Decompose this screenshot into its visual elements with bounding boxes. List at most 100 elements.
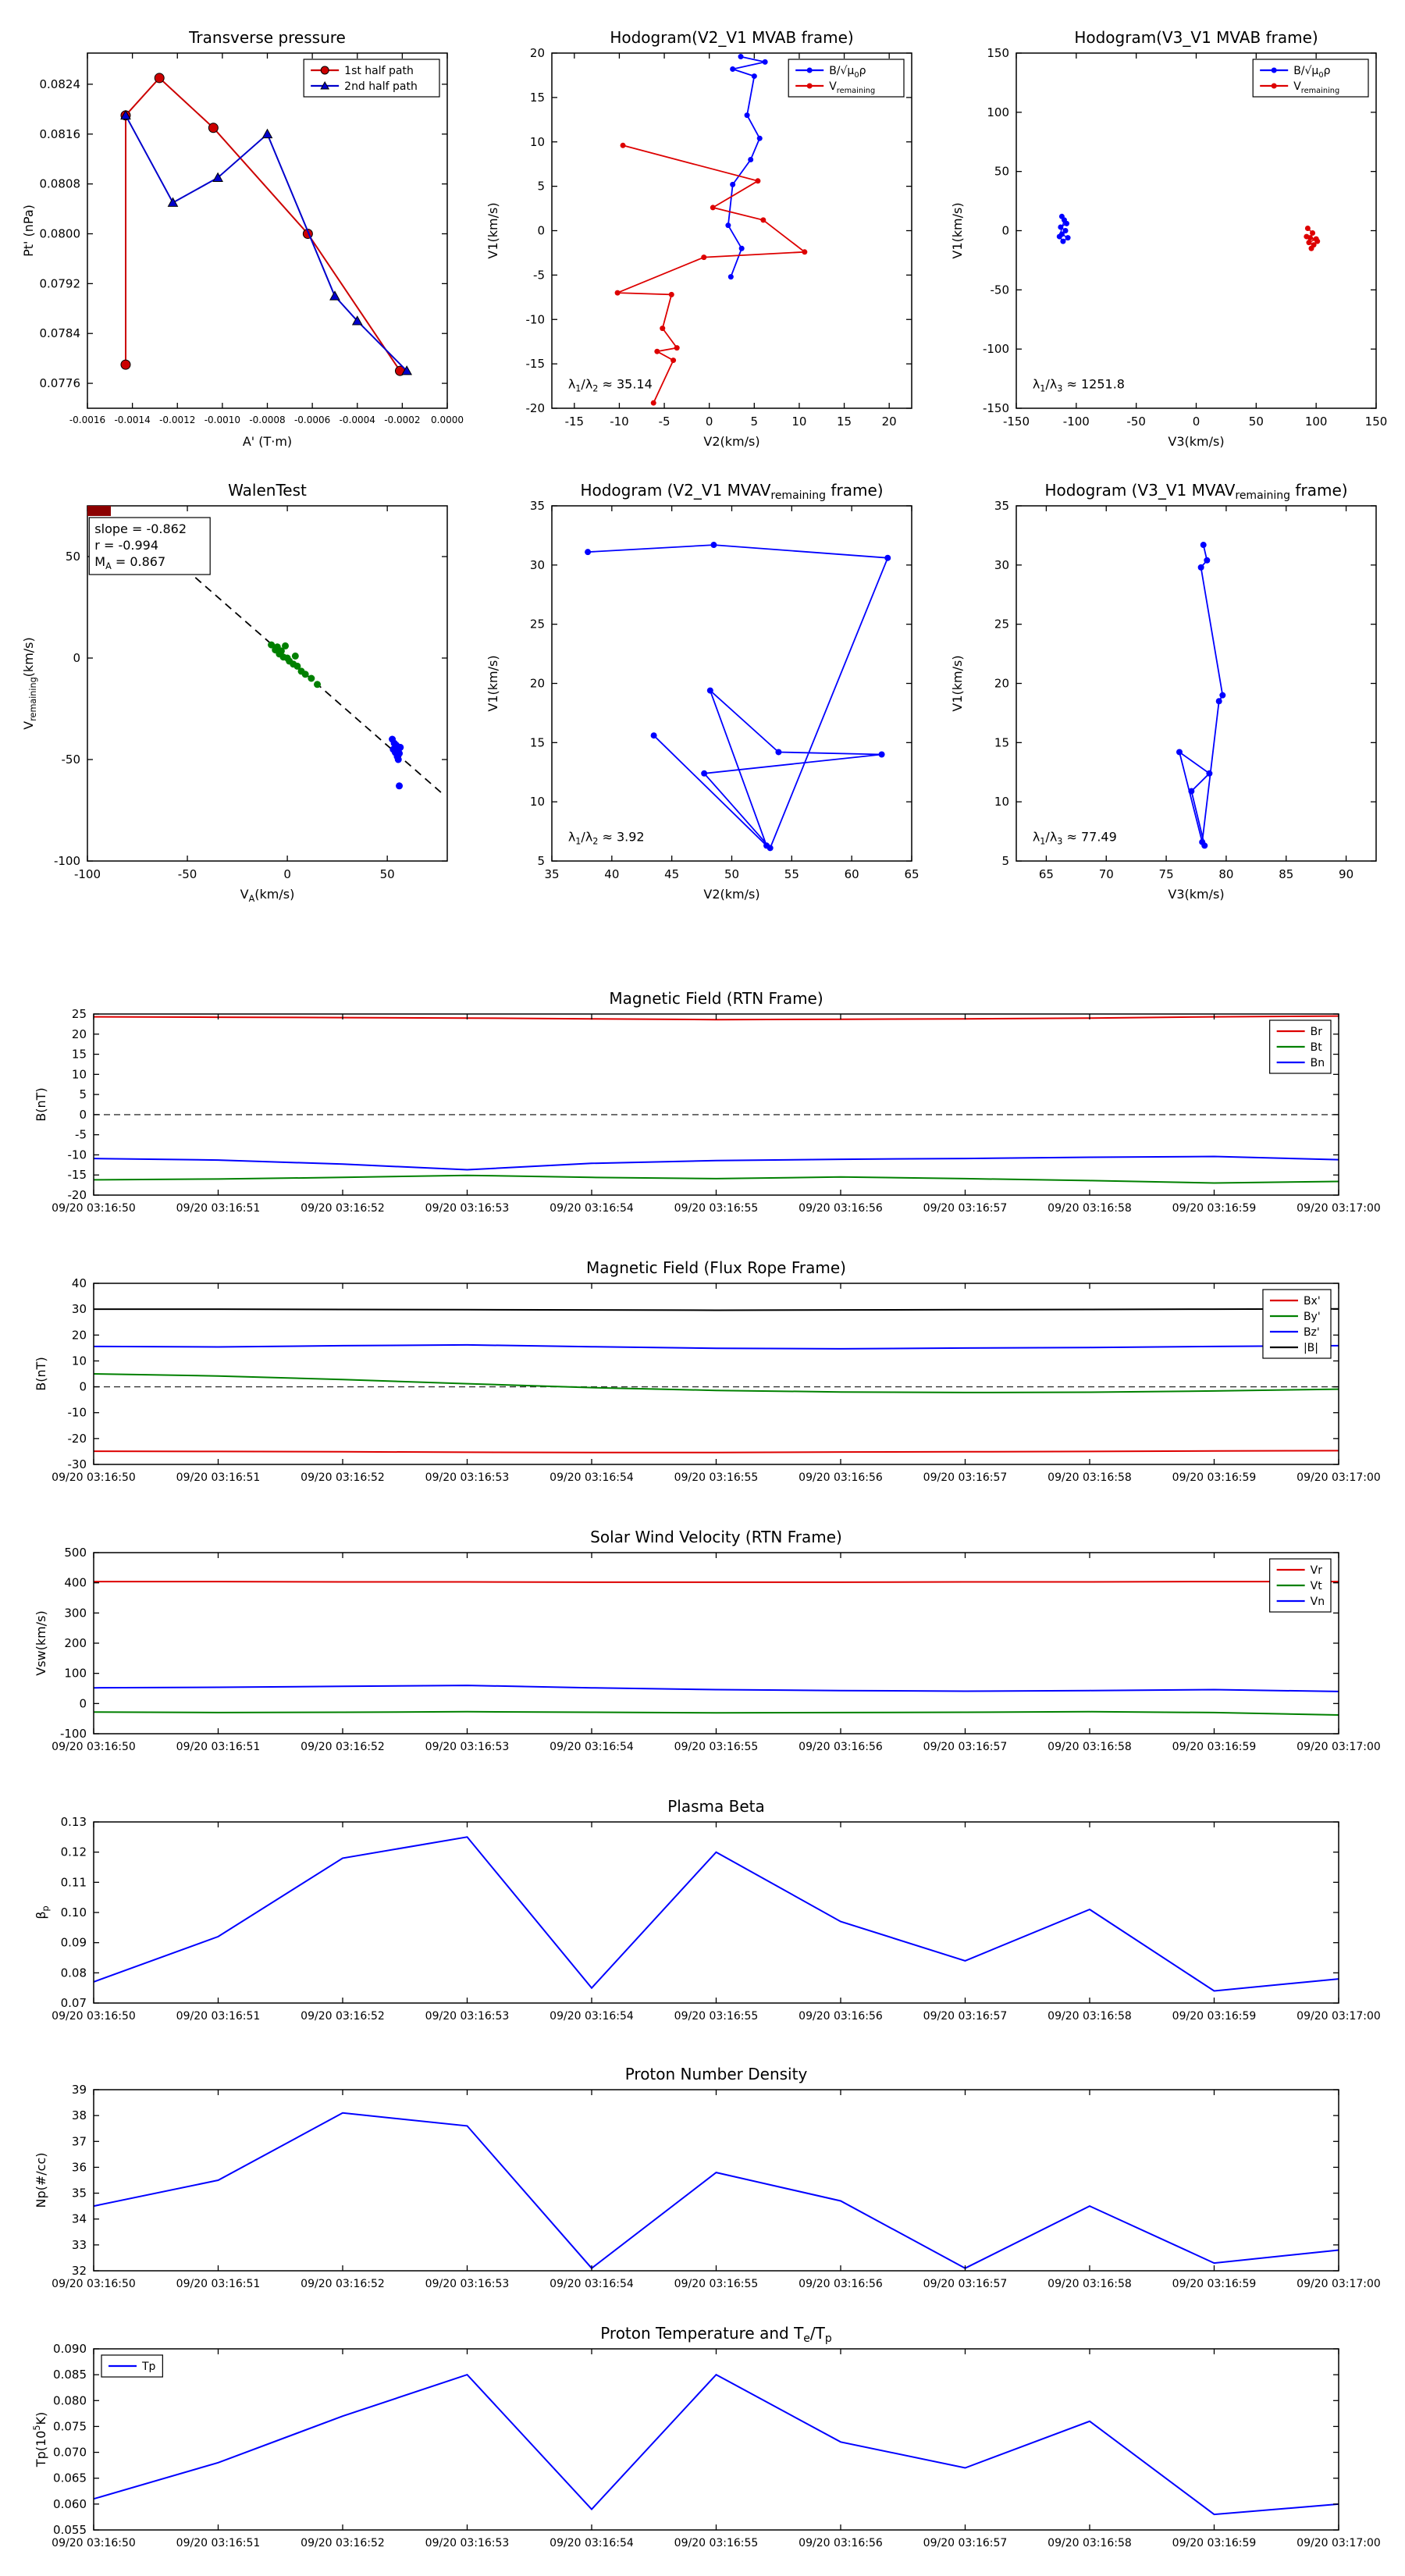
svg-text:55: 55	[784, 867, 799, 881]
svg-text:-15: -15	[68, 1168, 87, 1182]
svg-text:09/20 03:16:51: 09/20 03:16:51	[176, 2010, 261, 2023]
svg-text:09/20 03:16:53: 09/20 03:16:53	[425, 2278, 510, 2290]
svg-text:09/20 03:16:56: 09/20 03:16:56	[799, 1202, 883, 1215]
svg-text:0.0808: 0.0808	[40, 177, 81, 191]
svg-text:09/20 03:16:52: 09/20 03:16:52	[301, 1741, 385, 1753]
svg-text:09/20 03:16:56: 09/20 03:16:56	[799, 2278, 883, 2290]
svg-text:-15: -15	[565, 415, 585, 429]
svg-text:09/20 03:16:58: 09/20 03:16:58	[1048, 2537, 1132, 2549]
svg-text:0.055: 0.055	[53, 2523, 87, 2537]
svg-text:-150: -150	[1003, 415, 1030, 429]
svg-text:09/20 03:17:00: 09/20 03:17:00	[1297, 1471, 1381, 1484]
plot-svg-walen-test: -100 -50 0 50 -100 -50 0 50 WalenTest VA(km/s) Vre…	[21, 481, 448, 904]
svg-text:0.085: 0.085	[53, 2368, 87, 2382]
svg-text:30: 30	[530, 558, 545, 572]
svg-text:-0.0010: -0.0010	[205, 415, 240, 425]
svg-text:0.0824: 0.0824	[40, 77, 81, 91]
svg-text:09/20 03:16:54: 09/20 03:16:54	[550, 2537, 634, 2549]
svg-text:50: 50	[380, 867, 395, 881]
svg-text:09/20 03:17:00: 09/20 03:17:00	[1297, 2278, 1381, 2290]
svg-text:0: 0	[537, 224, 545, 238]
svg-text:λ1/λ3 ≈ 1251.8: λ1/λ3 ≈ 1251.8	[1033, 377, 1125, 394]
svg-text:B/√μ0ρ: B/√μ0ρ	[829, 65, 866, 80]
svg-text:300: 300	[64, 1606, 87, 1620]
svg-text:-50: -50	[178, 867, 197, 881]
plot-svg-transverse-pressure: -0.0016 -0.0014 -0.0012 -0.0010 -0.0008 -0.00…	[21, 28, 464, 449]
svg-text:200: 200	[64, 1636, 87, 1650]
svg-text:09/20 03:16:50: 09/20 03:16:50	[52, 2537, 136, 2549]
svg-text:Hodogram(V2_V1 MVAB frame): Hodogram(V2_V1 MVAB frame)	[610, 28, 853, 47]
svg-text:30: 30	[72, 1302, 87, 1316]
chart-walen-test: -100 -50 0 50 -100 -50 0 50 WalenTest VA(km/s) Vre…	[16, 470, 464, 911]
svg-text:B/√μ0ρ: B/√μ0ρ	[1293, 65, 1330, 80]
svg-text:-100: -100	[60, 1727, 87, 1741]
svg-text:0: 0	[1193, 415, 1200, 429]
svg-text:Magnetic Field (Flux Rope Fram: Magnetic Field (Flux Rope Frame)	[586, 1258, 846, 1277]
svg-text:75: 75	[1159, 867, 1174, 881]
svg-text:50: 50	[1249, 415, 1264, 429]
chart-hodogram-v3v1-mvav: 65 70 75 80 85 90 5 10 15 20 25 30 35 Hodogram (V3_V1…	[944, 470, 1393, 911]
svg-text:Transverse pressure: Transverse pressure	[188, 28, 346, 47]
svg-text:0.080: 0.080	[53, 2393, 87, 2407]
svg-text:0.0792: 0.0792	[40, 276, 81, 290]
svg-text:Bn: Bn	[1311, 1057, 1325, 1069]
svg-text:Tp: Tp	[141, 2361, 156, 2373]
svg-text:Hodogram (V2_V1 MVAVremaining: Hodogram (V2_V1 MVAVremaining frame)	[580, 481, 883, 502]
svg-text:slope = -0.862: slope = -0.862	[94, 521, 187, 536]
svg-text:09/20 03:16:57: 09/20 03:16:57	[923, 2010, 1008, 2023]
svg-text:60: 60	[845, 867, 859, 881]
svg-text:09/20 03:16:55: 09/20 03:16:55	[674, 2537, 759, 2549]
svg-text:30: 30	[994, 558, 1009, 572]
svg-text:0.13: 0.13	[61, 1815, 87, 1829]
svg-text:09/20 03:16:57: 09/20 03:16:57	[923, 1471, 1008, 1484]
chart-hodogram-v2v1-mvav: 35 40 45 50 55 60 65 5 10 15 20 25 30 35 Hodogram (V2_…	[480, 470, 929, 911]
svg-text:09/20 03:16:52: 09/20 03:16:52	[301, 1202, 385, 1215]
svg-text:34: 34	[72, 2212, 87, 2226]
svg-text:85: 85	[1279, 867, 1293, 881]
svg-text:V2(km/s): V2(km/s)	[703, 434, 759, 449]
plot-svg-hodogram-v2v1-mvav: 35 40 45 50 55 60 65 5 10 15 20 25 30 35 Hodogram (V2_…	[486, 481, 919, 902]
chart-proton-density: 09/20 03:16:50 09/20 03:16:51 09/20 03:16:…	[23, 2055, 1389, 2297]
svg-text:40: 40	[604, 867, 619, 881]
svg-text:09/20 03:16:59: 09/20 03:16:59	[1172, 2278, 1257, 2290]
svg-text:Proton Number Density: Proton Number Density	[625, 2065, 808, 2083]
svg-text:09/20 03:16:50: 09/20 03:16:50	[52, 1471, 136, 1484]
svg-text:-5: -5	[533, 268, 545, 282]
svg-text:09/20 03:16:58: 09/20 03:16:58	[1048, 1741, 1132, 1753]
svg-text:V1(km/s): V1(km/s)	[486, 655, 500, 711]
svg-text:35: 35	[530, 499, 545, 513]
svg-text:09/20 03:17:00: 09/20 03:17:00	[1297, 1202, 1381, 1215]
svg-text:0.0776: 0.0776	[40, 376, 81, 390]
svg-text:35: 35	[544, 867, 559, 881]
svg-text:09/20 03:16:55: 09/20 03:16:55	[674, 2278, 759, 2290]
svg-text:B(nT): B(nT)	[34, 1357, 48, 1390]
svg-text:50: 50	[994, 165, 1009, 179]
svg-text:65: 65	[904, 867, 919, 881]
svg-text:20: 20	[882, 415, 897, 429]
svg-text:0.065: 0.065	[53, 2471, 87, 2485]
plot-svg-plasma-beta: 09/20 03:16:50 09/20 03:16:51 09/20 03:16:…	[34, 1797, 1381, 2023]
svg-text:Bx': Bx'	[1304, 1295, 1321, 1308]
svg-text:0.0800: 0.0800	[40, 226, 81, 240]
svg-text:09/20 03:16:50: 09/20 03:16:50	[52, 2278, 136, 2290]
svg-text:09/20 03:16:51: 09/20 03:16:51	[176, 1741, 261, 1753]
svg-text:10: 10	[530, 795, 545, 809]
svg-text:0.12: 0.12	[61, 1845, 87, 1859]
svg-text:-10: -10	[610, 415, 629, 429]
svg-text:09/20 03:16:53: 09/20 03:16:53	[425, 2537, 510, 2549]
svg-text:V3(km/s): V3(km/s)	[1168, 434, 1224, 449]
svg-text:09/20 03:16:51: 09/20 03:16:51	[176, 1471, 261, 1484]
svg-text:-50: -50	[991, 283, 1010, 297]
svg-text:09/20 03:16:54: 09/20 03:16:54	[550, 2278, 634, 2290]
svg-text:5: 5	[537, 854, 545, 868]
svg-text:-0.0012: -0.0012	[159, 415, 195, 425]
svg-text:80: 80	[1218, 867, 1233, 881]
plot-svg-hodogram-v3v1-mvab: -150 -100 -50 0 50 100 150 -150 -100 -50 0 50 100 150…	[950, 28, 1387, 449]
svg-text:09/20 03:17:00: 09/20 03:17:00	[1297, 2537, 1381, 2549]
chart-hodogram-v3v1-mvab: -150 -100 -50 0 50 100 150 -150 -100 -50 0 50 100 150…	[944, 17, 1393, 458]
svg-text:B(nT): B(nT)	[34, 1087, 48, 1121]
svg-text:32: 32	[72, 2264, 87, 2278]
svg-text:Hodogram(V3_V1 MVAB frame): Hodogram(V3_V1 MVAB frame)	[1074, 28, 1318, 47]
svg-text:0: 0	[79, 1380, 87, 1394]
